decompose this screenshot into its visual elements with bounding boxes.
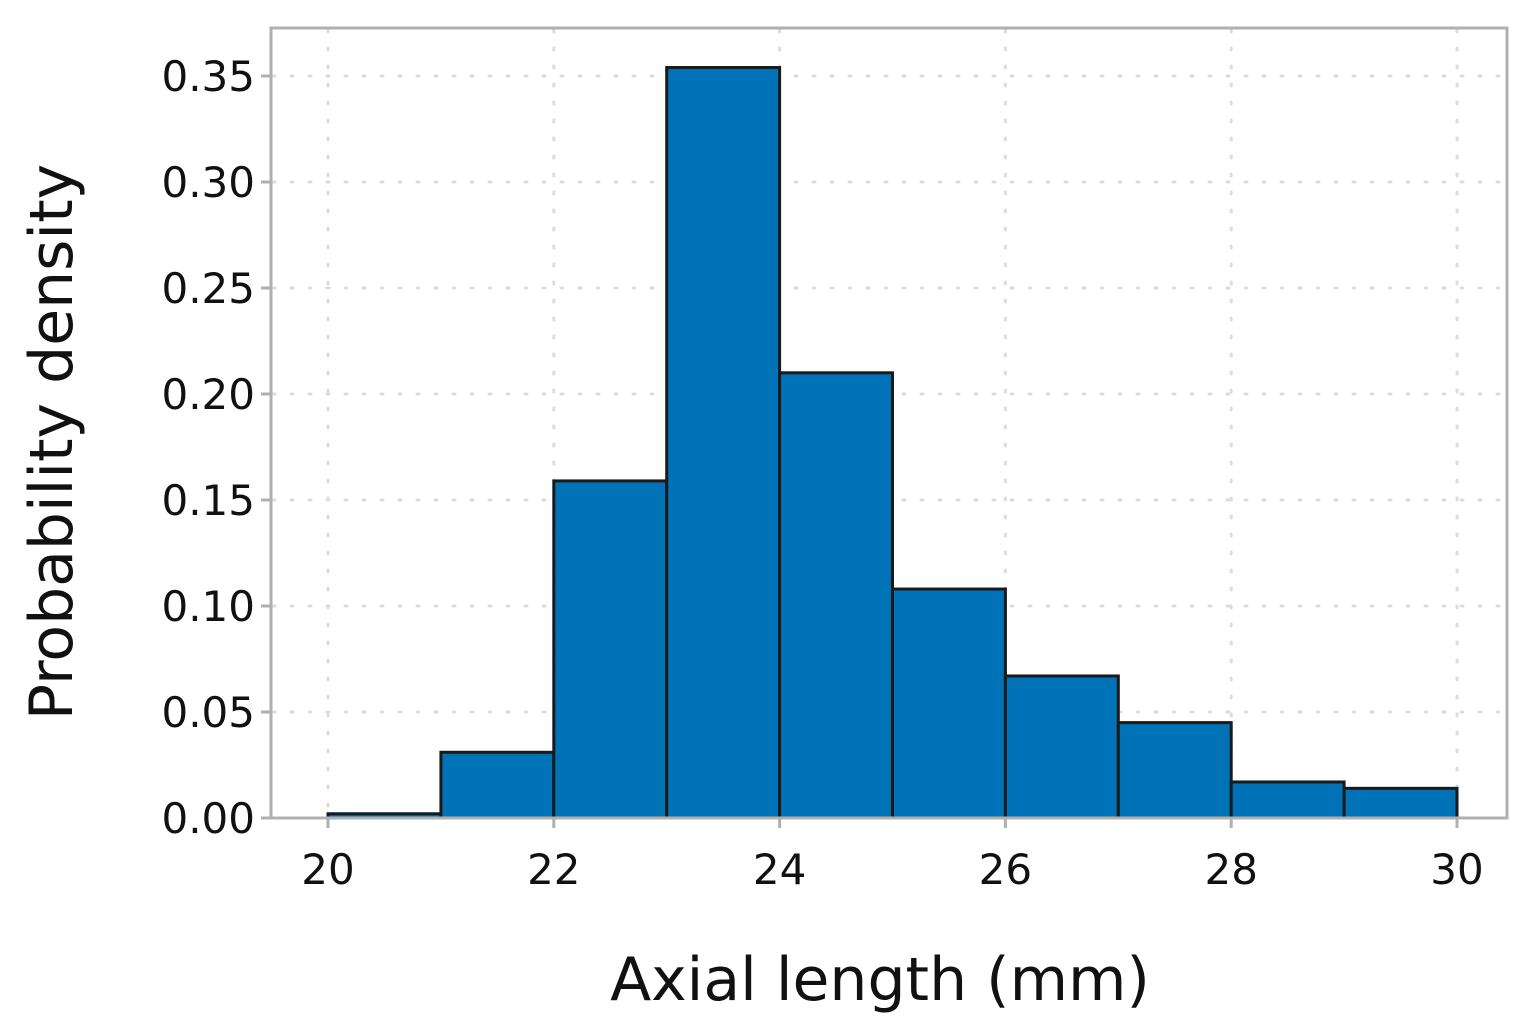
x-tick-label: 20 xyxy=(301,845,354,894)
y-tick-label: 0.35 xyxy=(161,52,255,101)
y-axis-title: Probability density xyxy=(17,164,87,720)
histogram-bar xyxy=(665,66,782,820)
x-tick-label: 24 xyxy=(753,845,806,894)
histogram-bar xyxy=(552,479,669,820)
x-tick-label: 22 xyxy=(527,845,580,894)
ticks-layer: 0.00 0.05 0.10 0.15 0.20 0.25 0.30 0.35 20 22 24 26… xyxy=(161,52,1483,894)
histogram-bar xyxy=(439,750,556,820)
y-tick-label: 0.00 xyxy=(161,794,255,843)
y-tick-label: 0.30 xyxy=(161,158,255,207)
grid-layer xyxy=(271,28,1507,818)
histogram-bar xyxy=(1229,780,1346,820)
x-tick-label: 30 xyxy=(1430,845,1483,894)
x-axis-title: Axial length (mm) xyxy=(610,945,1150,1015)
y-tick-label: 0.05 xyxy=(161,688,255,737)
histogram-bar xyxy=(1116,721,1233,820)
plot-frame xyxy=(269,26,1509,820)
histogram-bar xyxy=(1003,674,1120,820)
y-tick-label: 0.20 xyxy=(161,370,255,419)
y-tick-label: 0.25 xyxy=(161,264,255,313)
bars-layer xyxy=(326,66,1459,820)
histogram-bar xyxy=(1342,786,1459,820)
x-tick-label: 28 xyxy=(1204,845,1257,894)
y-tick-label: 0.15 xyxy=(161,476,255,525)
x-tick-label: 26 xyxy=(979,845,1032,894)
y-tick-label: 0.10 xyxy=(161,582,255,631)
histogram-bar xyxy=(891,587,1007,820)
histogram-bar xyxy=(778,371,894,820)
